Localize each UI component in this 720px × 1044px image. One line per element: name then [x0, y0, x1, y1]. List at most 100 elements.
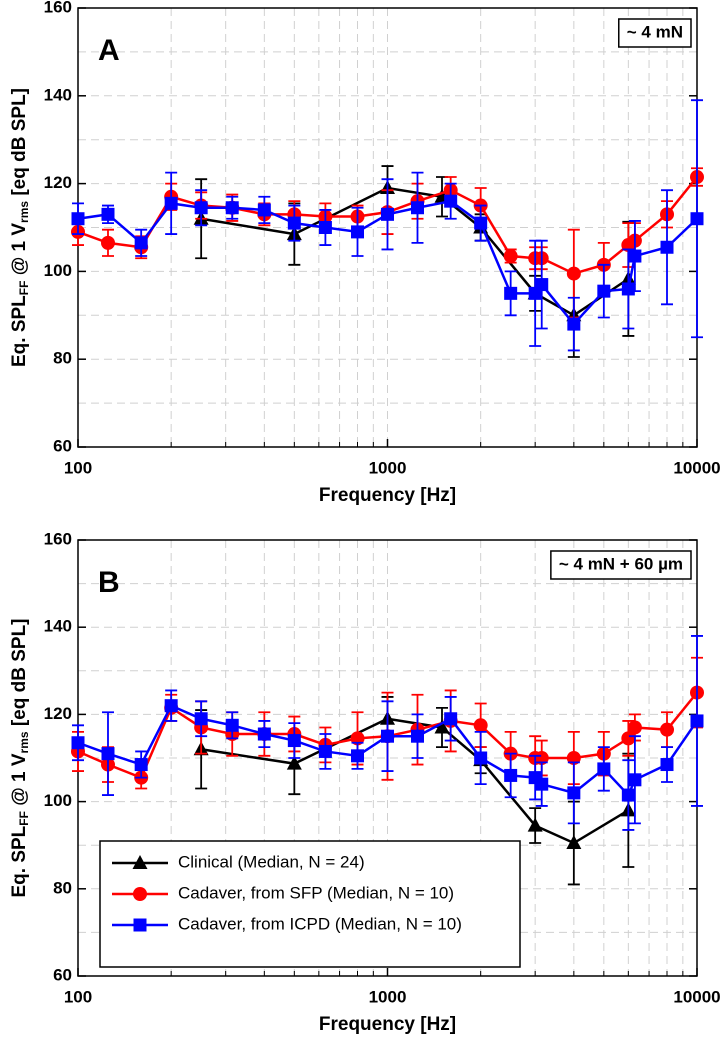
marker	[71, 736, 85, 750]
y-axis-label-part: Eq. SPL	[9, 825, 30, 897]
annotation-box	[550, 550, 692, 580]
marker	[225, 718, 239, 732]
marker	[381, 207, 394, 221]
marker	[410, 201, 424, 215]
marker	[444, 194, 458, 208]
marker	[660, 758, 674, 772]
x-tick-label: 1000	[369, 458, 407, 477]
marker	[621, 788, 635, 802]
marker	[225, 201, 239, 215]
marker	[628, 773, 642, 787]
marker	[597, 284, 611, 298]
legend-label: Cadaver, from SFP (Median, N = 10)	[178, 883, 454, 902]
marker	[504, 768, 518, 782]
marker	[351, 749, 365, 763]
marker	[164, 196, 178, 210]
marker	[134, 236, 148, 250]
y-tick-label: 100	[44, 261, 72, 280]
y-axis-label-part: @ 1 V	[9, 753, 30, 811]
y-tick-label: 160	[44, 0, 72, 16]
marker	[101, 747, 115, 761]
y-tick-label: 100	[44, 791, 72, 810]
marker	[690, 212, 704, 226]
marker	[660, 722, 675, 737]
marker	[101, 207, 115, 221]
marker	[474, 751, 488, 765]
legend-label: Cadaver, from ICPD (Median, N = 10)	[178, 914, 462, 933]
panel-label: B	[98, 566, 120, 599]
marker	[132, 855, 148, 869]
marker	[473, 718, 488, 733]
y-axis-label-part: rms	[17, 201, 31, 223]
x-tick-label: 10000	[673, 458, 720, 477]
x-tick-label: 1000	[369, 987, 407, 1006]
y-axis-label-part: rms	[17, 731, 31, 753]
marker	[566, 266, 581, 281]
marker	[660, 240, 674, 254]
marker	[194, 712, 208, 726]
x-tick-label: 100	[64, 987, 92, 1006]
legend-box	[99, 840, 521, 968]
marker	[535, 777, 549, 791]
marker	[194, 201, 208, 215]
marker	[134, 758, 148, 772]
y-tick-label: 140	[44, 85, 72, 104]
y-axis-label: Eq. SPLFF @ 1 Vrms [eq dB SPL]	[9, 618, 31, 897]
marker	[71, 212, 85, 226]
y-tick-label: 60	[53, 436, 72, 455]
y-tick-label: 120	[44, 173, 72, 192]
marker	[535, 278, 549, 292]
y-tick-label: 120	[44, 704, 72, 723]
marker	[257, 727, 271, 741]
y-axis-label: Eq. SPLFF @ 1 Vrms [eq dB SPL]	[9, 88, 31, 367]
marker	[100, 235, 115, 250]
marker	[410, 729, 424, 743]
y-axis-label-part: Eq. SPL	[9, 295, 30, 367]
marker	[597, 762, 611, 776]
marker	[318, 221, 332, 234]
marker	[474, 216, 488, 230]
marker	[444, 712, 458, 726]
marker	[690, 714, 704, 728]
y-tick-label: 80	[53, 878, 72, 897]
y-tick-label: 60	[53, 965, 72, 984]
y-axis-label-part: @ 1 V	[9, 223, 30, 281]
x-axis-label: Frequency [Hz]	[319, 1014, 456, 1035]
marker	[133, 918, 147, 932]
marker	[527, 817, 543, 832]
marker	[287, 216, 301, 230]
panel-label: A	[98, 34, 120, 67]
marker	[504, 286, 518, 300]
x-axis-label: Frequency [Hz]	[319, 485, 456, 506]
marker	[318, 744, 332, 758]
series-line	[200, 717, 629, 845]
y-axis-label-part: [eq dB SPL]	[9, 618, 30, 731]
marker	[621, 282, 635, 296]
marker	[566, 835, 582, 850]
y-axis-label-part: FF	[17, 281, 31, 296]
y-axis-label-part: FF	[17, 811, 31, 826]
marker	[434, 719, 450, 734]
annotation: ~ 4 mN + 60 µm	[559, 554, 683, 573]
x-tick-label: 100	[64, 458, 92, 477]
annotation-box	[618, 18, 692, 48]
y-axis-label-part: [eq dB SPL]	[9, 88, 30, 201]
marker	[628, 249, 642, 263]
marker	[627, 720, 642, 735]
marker	[381, 729, 394, 743]
marker	[503, 249, 518, 264]
y-tick-label: 140	[44, 617, 72, 636]
marker	[621, 731, 636, 746]
legend-label: Clinical (Median, N = 24)	[178, 852, 365, 871]
marker	[567, 786, 581, 800]
marker	[351, 225, 365, 239]
annotation: ~ 4 mN	[627, 22, 683, 41]
marker	[286, 755, 302, 770]
marker	[257, 203, 271, 217]
marker	[567, 317, 581, 331]
y-tick-label: 80	[53, 349, 72, 368]
marker	[287, 734, 301, 748]
y-tick-label: 160	[44, 529, 72, 548]
